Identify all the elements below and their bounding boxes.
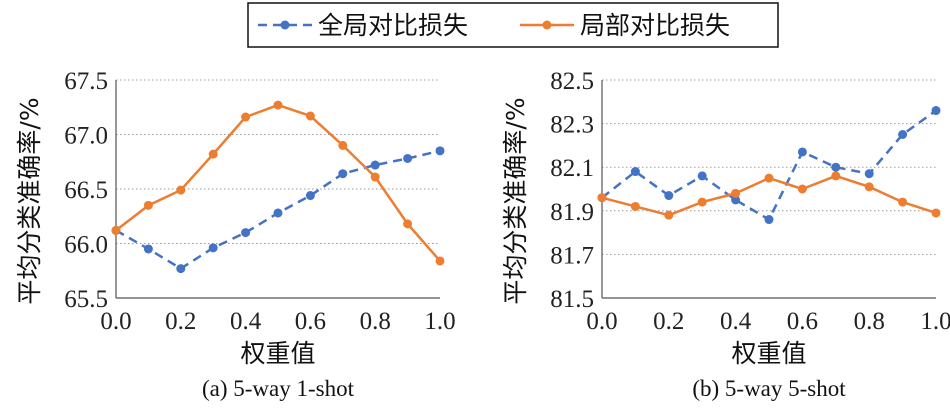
y-tick-labels: 65.5 66.0 66.5 67.0 67.5 [64,68,108,313]
data-point [176,264,186,274]
series-line-local [115,103,441,262]
y-tick-label: 66.5 [64,177,108,204]
chart-panel-a: 65.566.066.567.067.5 0.0 0.2 0.4 0.6 0.8 1.0 … [15,68,456,401]
x-axis-title: 权重值 [731,339,806,368]
data-point [864,182,874,192]
data-point [305,111,315,121]
data-point [864,169,874,179]
x-tick-label: 0.8 [360,308,391,335]
x-axis-title: 权重值 [240,339,315,368]
y-tick-label: 67.5 [64,68,108,95]
data-point [931,106,941,116]
legend-label-local: 局部对比损失 [580,11,730,40]
data-point [664,210,674,220]
x-tick-label: 1.0 [424,308,455,335]
legend-label-global: 全局对比损失 [318,11,468,40]
chart-caption: (a) 5-way 1-shot [202,376,355,401]
data-point [630,201,640,211]
data-point [797,147,807,157]
data-point [831,171,841,181]
x-tick-label: 0.0 [100,308,131,335]
data-point [111,225,121,235]
y-tick-label: 82.3 [550,112,594,139]
x-tick-label: 0.8 [854,308,885,335]
x-tick-label: 0.2 [653,308,684,335]
data-point [898,130,908,139]
legend-box [247,2,779,48]
data-point [831,162,841,172]
legend-marker-global [280,20,290,30]
y-tick-label: 81.5 [550,286,594,313]
y-tick-label: 65.5 [64,286,108,313]
data-point [435,256,445,266]
data-point [764,215,774,225]
data-point [241,112,251,122]
data-point [403,219,413,229]
series-line-global [601,109,937,221]
y-tick-label: 82.5 [550,68,594,95]
y-tick-label: 81.9 [550,199,594,226]
data-point [143,244,153,254]
x-tick-labels: 0.0 0.2 0.4 0.6 0.8 1.0 [100,308,455,335]
x-tick-label: 0.4 [230,308,262,335]
data-point [435,146,445,156]
data-point [338,169,348,179]
data-point [176,185,186,195]
data-point [305,191,315,201]
y-tick-labels: 81.5 81.7 81.9 82.1 82.3 82.5 [550,68,594,313]
data-point [797,184,807,194]
legend: 全局对比损失 局部对比损失 [247,2,779,48]
y-tick-label: 67.0 [64,123,108,150]
axes [601,80,936,299]
y-tick-label: 81.7 [550,242,594,269]
data-point [597,193,607,203]
data-point [273,208,283,218]
data-point [208,243,218,253]
x-tick-label: 0.0 [586,308,617,335]
data-point [630,167,640,177]
data-point [731,195,741,205]
axes [115,80,440,299]
data-point [697,171,707,181]
chart-panel-b: 81.5 81.7 81.9 82.1 82.3 82.5 0.0 0.2 0.4 0.6 0.8… [501,68,950,401]
legend-marker-local [542,20,552,30]
data-point [338,140,348,150]
data-point [403,153,413,163]
data-point [931,208,941,218]
data-point [697,197,707,207]
x-tick-label: 1.0 [920,308,950,335]
data-point [370,172,380,182]
y-tick-label: 66.0 [64,232,108,259]
data-point [370,160,380,170]
data-point [241,228,251,238]
series [111,100,445,274]
y-tick-label: 82.1 [550,155,594,182]
series [597,106,941,225]
x-tick-labels: 0.0 0.2 0.4 0.6 0.8 1.0 [586,308,950,335]
y-axis-title: 平均分类准确率/% [501,97,530,304]
grid-lines [602,79,936,255]
data-point [898,197,908,207]
data-point [764,173,774,183]
data-point [208,149,218,159]
x-tick-label: 0.4 [720,308,752,335]
chart-caption: (b) 5-way 5-shot [692,376,846,401]
data-point [731,188,741,198]
data-point [664,191,674,201]
x-tick-label: 0.2 [165,308,196,335]
x-tick-label: 0.6 [295,308,326,335]
x-tick-label: 0.6 [787,308,818,335]
data-point [273,100,283,110]
y-axis-title: 平均分类准确率/% [15,97,44,304]
data-point [143,200,153,210]
